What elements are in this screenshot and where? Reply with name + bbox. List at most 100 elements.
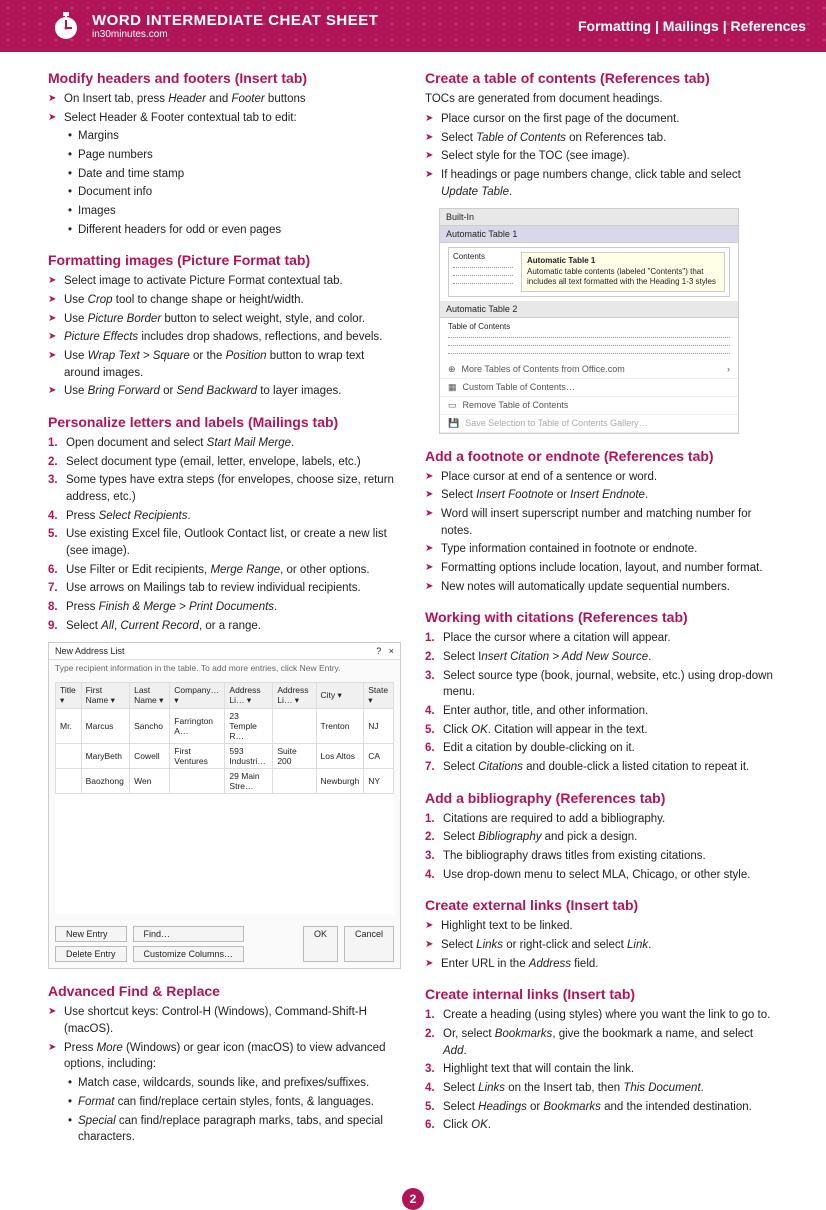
table-header: Title ▾ [56, 683, 82, 709]
list-item: Highlight text that will contain the lin… [443, 1061, 778, 1078]
list-item: Use existing Excel file, Outlook Contact… [66, 526, 401, 559]
address-table: Title ▾First Name ▾Last Name ▾Company… ▾… [55, 682, 394, 794]
toc-auto2-header: Automatic Table 2 [440, 301, 738, 318]
sub-item: Different headers for odd or even pages [78, 222, 401, 239]
numbered-list: Open document and select Start Mail Merg… [48, 435, 401, 634]
list-item: Use Wrap Text > Square or the Position b… [62, 348, 401, 381]
table-cell: Suite 200 [273, 744, 316, 769]
section-title: Add a bibliography (References tab) [425, 790, 778, 806]
sub-item: Format can find/replace certain styles, … [78, 1094, 401, 1111]
list-item: Place cursor at end of a sentence or wor… [439, 469, 778, 486]
section-title: Personalize letters and labels (Mailings… [48, 414, 401, 430]
remove-icon: ▭ [448, 400, 457, 411]
dialog-info: Type recipient information in the table.… [49, 660, 400, 676]
bullet-list: Highlight text to be linked.Select Links… [425, 918, 778, 972]
list-item: Open document and select Start Mail Merg… [66, 435, 401, 452]
table-row: BaozhongWen29 Main Stre…NewburghNY [56, 769, 394, 794]
list-item: Press Select Recipients. [66, 508, 401, 525]
section-title: Create external links (Insert tab) [425, 897, 778, 913]
table-cell: MaryBeth [81, 744, 130, 769]
globe-icon: ⊕ [448, 364, 456, 375]
page-number: 2 [402, 1188, 424, 1210]
list-item: Use drop-down menu to select MLA, Chicag… [443, 867, 778, 884]
numbered-list: Place the cursor where a citation will a… [425, 630, 778, 775]
customize-button: Customize Columns… [133, 946, 245, 962]
sub-list: MarginsPage numbersDate and time stampDo… [64, 128, 401, 238]
page-number-container: 2 [0, 1188, 826, 1210]
list-item: Use Filter or Edit recipients, Merge Ran… [66, 562, 401, 579]
list-item: Enter URL in the Address field. [439, 956, 778, 973]
table-cell: Marcus [81, 709, 130, 744]
cancel-button: Cancel [344, 926, 394, 962]
section-title: Add a footnote or endnote (References ta… [425, 448, 778, 464]
table-cell: Newburgh [316, 769, 364, 794]
dialog-close: ? × [376, 646, 394, 656]
table-cell [273, 769, 316, 794]
save-icon: 💾 [448, 418, 459, 429]
section-title: Working with citations (References tab) [425, 609, 778, 625]
list-item: Select image to activate Picture Format … [62, 273, 401, 290]
header-subtitle: in30minutes.com [92, 29, 378, 40]
list-item: Click OK. Citation will appear in the te… [443, 722, 778, 739]
toc-screenshot: Built-InAutomatic Table 1ContentsAutomat… [439, 208, 739, 433]
table-header: Last Name ▾ [130, 683, 170, 709]
table-row: MaryBethCowellFirst Ventures593 Industri… [56, 744, 394, 769]
page-header: WORD INTERMEDIATE CHEAT SHEET in30minute… [0, 0, 826, 52]
table-header: Address Li… ▾ [225, 683, 273, 709]
list-item: Select Citations and double-click a list… [443, 759, 778, 776]
list-item: Select Header & Footer contextual tab to… [62, 110, 401, 239]
list-item: Select Headings or Bookmarks and the int… [443, 1099, 778, 1116]
list-item: Select Table of Contents on References t… [439, 130, 778, 147]
table-header: City ▾ [316, 683, 364, 709]
table-header: First Name ▾ [81, 683, 130, 709]
list-item: Select Insert Citation > Add New Source. [443, 649, 778, 666]
bullet-list: Use shortcut keys: Control-H (Windows), … [48, 1004, 401, 1145]
section-title: Modify headers and footers (Insert tab) [48, 70, 401, 86]
list-item: Or, select Bookmarks, give the bookmark … [443, 1026, 778, 1059]
list-item: Edit a citation by double-clicking on it… [443, 740, 778, 757]
section-title: Formatting images (Picture Format tab) [48, 252, 401, 268]
list-item: Select document type (email, letter, env… [66, 454, 401, 471]
table-cell [273, 709, 316, 744]
list-item: Select All, Current Record, or a range. [66, 618, 401, 635]
ok-button: OK [303, 926, 338, 962]
toc-auto1-header: Automatic Table 1 [440, 226, 738, 243]
table-cell [56, 744, 82, 769]
sub-item: Match case, wildcards, sounds like, and … [78, 1075, 401, 1092]
section-title: Create internal links (Insert tab) [425, 986, 778, 1002]
stopwatch-icon [50, 10, 82, 42]
list-item: Enter author, title, and other informati… [443, 703, 778, 720]
table-cell: Cowell [130, 744, 170, 769]
new-entry-button: New Entry [55, 926, 127, 942]
header-title: WORD INTERMEDIATE CHEAT SHEET [92, 12, 378, 29]
list-item: Use Crop tool to change shape or height/… [62, 292, 401, 309]
toc-builtin-header: Built-In [440, 209, 738, 226]
table-header: Address Li… ▾ [273, 683, 316, 709]
table-header: Company… ▾ [170, 683, 225, 709]
list-item: Use Bring Forward or Send Backward to la… [62, 383, 401, 400]
list-item: Create a heading (using styles) where yo… [443, 1007, 778, 1024]
list-item: If headings or page numbers change, clic… [439, 167, 778, 200]
list-item: Use shortcut keys: Control-H (Windows), … [62, 1004, 401, 1037]
list-item: On Insert tab, press Header and Footer b… [62, 91, 401, 108]
toc-tooltip: Automatic Table 1Automatic table content… [521, 252, 725, 291]
list-item: Place the cursor where a citation will a… [443, 630, 778, 647]
sub-list: Match case, wildcards, sounds like, and … [64, 1075, 401, 1146]
toc-remove-row: ▭Remove Table of Contents [440, 397, 738, 415]
table-cell: NY [364, 769, 394, 794]
sub-item: Page numbers [78, 147, 401, 164]
table-cell [170, 769, 225, 794]
numbered-list: Create a heading (using styles) where yo… [425, 1007, 778, 1134]
delete-entry-button: Delete Entry [55, 946, 127, 962]
list-item: The bibliography draws titles from exist… [443, 848, 778, 865]
section-intro: TOCs are generated from document heading… [425, 91, 778, 107]
list-item: Some types have extra steps (for envelop… [66, 472, 401, 505]
table-cell: Farrington A… [170, 709, 225, 744]
section-title: Advanced Find & Replace [48, 983, 401, 999]
bullet-list: Place cursor on the first page of the do… [425, 111, 778, 200]
toc-custom-row: ▦Custom Table of Contents… [440, 379, 738, 397]
document-icon: ▦ [448, 382, 457, 393]
sub-item: Date and time stamp [78, 166, 401, 183]
dialog-title: New Address List [55, 646, 125, 656]
list-item: Click OK. [443, 1117, 778, 1134]
